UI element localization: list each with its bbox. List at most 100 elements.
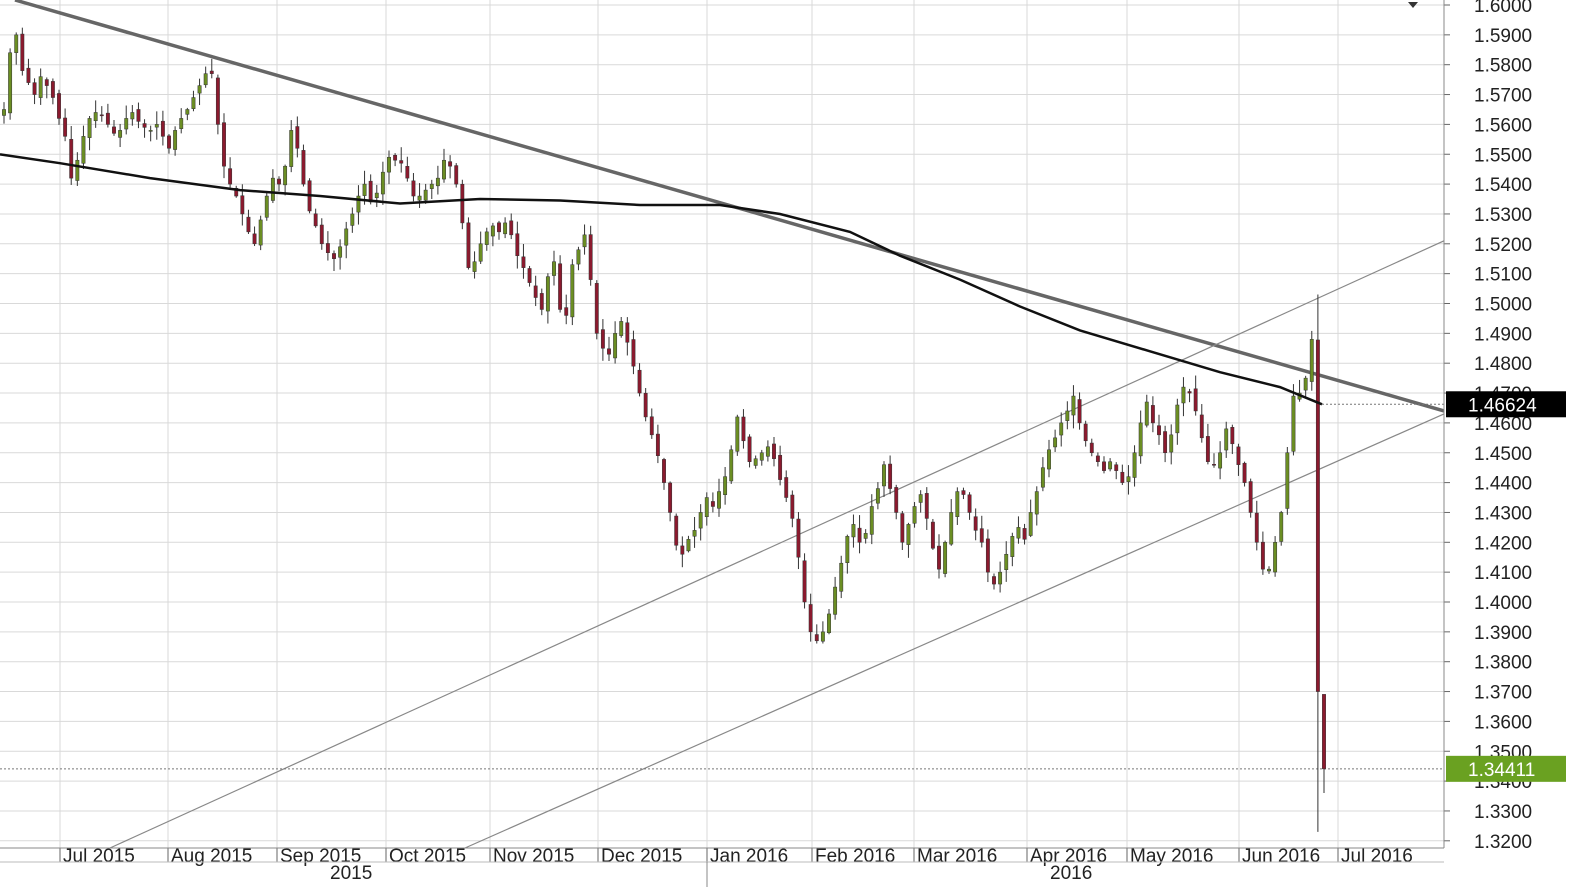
candle-body bbox=[472, 261, 477, 272]
price-tick-label: 1.4000 bbox=[1474, 593, 1532, 614]
candle-body bbox=[558, 263, 563, 310]
candle-body bbox=[668, 482, 673, 513]
candle-body bbox=[1218, 452, 1223, 469]
candle-body bbox=[1022, 528, 1027, 540]
price-tick-label: 1.5800 bbox=[1474, 56, 1532, 77]
candle-body bbox=[142, 123, 147, 128]
candle-body bbox=[790, 494, 795, 519]
candle-body bbox=[1187, 391, 1192, 394]
channel-upper-line bbox=[109, 240, 1445, 849]
candle-body bbox=[784, 477, 789, 498]
candle-body bbox=[1040, 467, 1045, 488]
candle-body bbox=[649, 416, 654, 436]
candle-body bbox=[148, 130, 153, 132]
price-badges: 1.46624 1.34411 bbox=[1408, 2, 1566, 782]
candle-body bbox=[729, 449, 734, 482]
candle-body bbox=[631, 339, 636, 367]
candle-body bbox=[497, 222, 501, 233]
price-tick-label: 1.5100 bbox=[1474, 265, 1532, 286]
candle-body bbox=[240, 195, 245, 215]
candle-body bbox=[900, 513, 905, 543]
candle-body bbox=[313, 213, 318, 227]
candle-body bbox=[362, 183, 367, 196]
candle-body bbox=[1077, 399, 1082, 424]
price-tick-label: 1.3300 bbox=[1474, 802, 1532, 823]
candle-body bbox=[105, 112, 110, 125]
candle-body bbox=[1114, 464, 1119, 471]
month-tick-label: Nov 2015 bbox=[493, 846, 574, 867]
candle-body bbox=[576, 249, 581, 265]
candle-body bbox=[1224, 428, 1229, 451]
candle-body bbox=[839, 562, 844, 592]
candle-body bbox=[454, 165, 459, 185]
candle-body bbox=[234, 187, 239, 197]
candle-body bbox=[179, 118, 184, 129]
candle-body bbox=[686, 539, 691, 552]
candle-body bbox=[527, 268, 532, 283]
candle-body bbox=[851, 524, 856, 538]
price-tick-label: 1.5000 bbox=[1474, 295, 1532, 316]
candle-body bbox=[1248, 481, 1253, 513]
month-tick-label: Jun 2016 bbox=[1242, 846, 1320, 867]
candle-body bbox=[1285, 452, 1290, 509]
candle-body bbox=[1193, 388, 1198, 412]
month-tick-label: Mar 2016 bbox=[917, 846, 997, 867]
price-tick-label: 1.4200 bbox=[1474, 533, 1532, 554]
candle-body bbox=[955, 491, 960, 517]
candle-body bbox=[478, 243, 483, 262]
moving-average bbox=[0, 153, 1323, 406]
candle-body bbox=[588, 234, 593, 280]
candle-body bbox=[75, 159, 80, 181]
candle-body bbox=[222, 122, 226, 167]
candle-body bbox=[228, 168, 233, 185]
candle-body bbox=[1303, 377, 1308, 391]
candle-body bbox=[1236, 446, 1241, 465]
month-tick-label: Aug 2015 bbox=[171, 846, 252, 867]
candle-body bbox=[215, 77, 220, 125]
candle-body bbox=[1199, 414, 1204, 439]
candle-body bbox=[515, 233, 520, 256]
candle-body bbox=[741, 416, 746, 442]
candle-body bbox=[820, 631, 825, 642]
chevron-down-icon[interactable] bbox=[1408, 2, 1418, 8]
candle-body bbox=[967, 494, 972, 513]
candle-body bbox=[118, 130, 123, 138]
month-tick-label: Feb 2016 bbox=[815, 846, 895, 867]
candle-body bbox=[662, 459, 666, 483]
candle-body bbox=[1260, 541, 1265, 570]
candle-body bbox=[99, 114, 104, 117]
candle-body bbox=[1132, 452, 1137, 478]
price-tick-label: 1.4500 bbox=[1474, 444, 1532, 465]
candle-body bbox=[930, 521, 935, 549]
candle-body bbox=[63, 117, 68, 137]
price-tick-label: 1.3700 bbox=[1474, 683, 1532, 704]
candle-body bbox=[1279, 512, 1284, 542]
candle-body bbox=[173, 130, 178, 150]
price-tick-label: 1.5500 bbox=[1474, 145, 1532, 166]
candle-body bbox=[643, 392, 648, 418]
candle-body bbox=[882, 464, 886, 487]
candle-body bbox=[704, 497, 709, 518]
candle-body bbox=[1212, 464, 1216, 466]
candle-body bbox=[778, 454, 783, 480]
candle-body bbox=[863, 533, 868, 539]
candle-body bbox=[87, 118, 92, 138]
candle-body bbox=[69, 139, 74, 179]
price-badge-label: 1.34411 bbox=[1468, 760, 1535, 781]
candle-body bbox=[765, 446, 770, 457]
candle-body bbox=[130, 112, 135, 120]
candle-body bbox=[1309, 339, 1314, 382]
candle-body bbox=[539, 293, 544, 310]
candle-body bbox=[943, 542, 948, 574]
candle-body bbox=[1053, 437, 1058, 448]
candle-body bbox=[356, 195, 361, 213]
candle-body bbox=[680, 545, 685, 555]
candle-body bbox=[973, 516, 978, 531]
candle-body bbox=[1083, 423, 1088, 442]
candle-body bbox=[185, 109, 190, 115]
price-tick-label: 1.5400 bbox=[1474, 175, 1532, 196]
candle-body bbox=[692, 530, 697, 537]
